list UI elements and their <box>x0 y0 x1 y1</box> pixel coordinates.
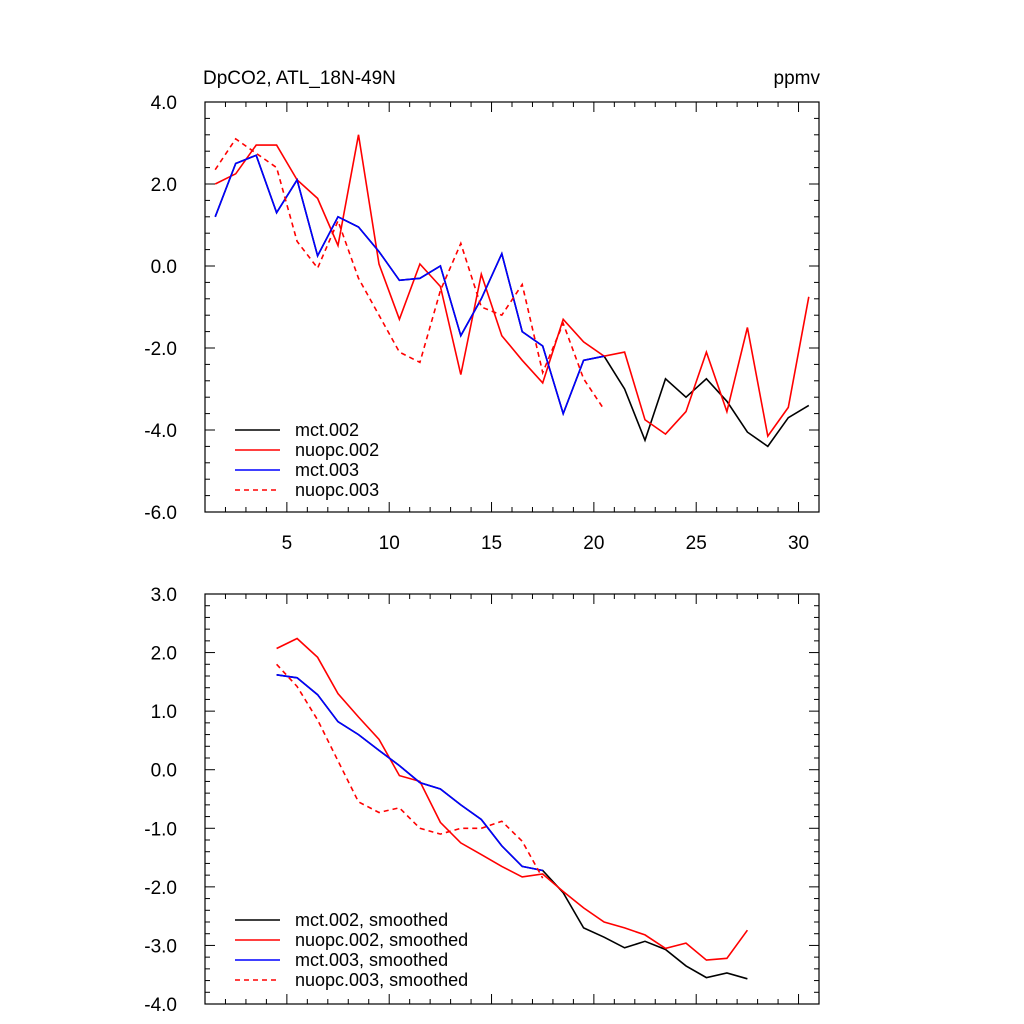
series-line-nuopc-002 <box>214 134 810 439</box>
chart-title: DpCO2, ATL_18N-49N <box>203 68 396 89</box>
top-series-lines <box>214 134 810 448</box>
series-line-nuopc-002-smoothed <box>276 637 749 961</box>
y-tick-label: 2.0 <box>151 644 177 665</box>
bottom-axis-ticks: -4.0 -3.0 -2.0 -1.0 0.0 1.0 2.0 3.0 <box>144 585 820 1016</box>
y-tick-label: -2.0 <box>144 878 177 899</box>
top-chart-panel: DpCO2, ATL_18N-49N ppmv 5 10 15 20 25 30 -6.0 -… <box>144 68 820 554</box>
legend-label: mct.002, smoothed <box>295 910 448 930</box>
y-tick-label: 4.0 <box>151 93 177 114</box>
legend-label: mct.002 <box>295 420 359 440</box>
y-tick-label: 3.0 <box>151 585 177 606</box>
legend-label: mct.003, smoothed <box>295 950 448 970</box>
legend-label: nuopc.002 <box>295 440 379 460</box>
x-tick-label: 5 <box>282 533 293 554</box>
y-tick-label: -4.0 <box>144 995 177 1016</box>
top-axis-ticks: 5 10 15 20 25 30 -6.0 -4.0 -2.0 0.0 2.0 4.0 <box>144 93 820 554</box>
series-line-nuopc-003 <box>214 137 605 410</box>
x-tick-label: 15 <box>481 533 502 554</box>
bottom-series-lines <box>276 637 749 980</box>
y-tick-label: -3.0 <box>144 936 177 957</box>
bottom-chart-panel: -4.0 -3.0 -2.0 -1.0 0.0 1.0 2.0 3.0 mct.002, sm… <box>144 585 820 1016</box>
legend-label: nuopc.003 <box>295 480 379 500</box>
series-line-mct-003 <box>214 154 605 417</box>
y-tick-label: 0.0 <box>151 761 177 782</box>
x-tick-label: 25 <box>686 533 707 554</box>
x-tick-label: 20 <box>583 533 604 554</box>
y-tick-label: 0.0 <box>151 257 177 278</box>
y-tick-label: 2.0 <box>151 175 177 196</box>
legend-label: nuopc.002, smoothed <box>295 930 468 950</box>
legend-label: nuopc.003, smoothed <box>295 970 468 990</box>
y-tick-label: -2.0 <box>144 339 177 360</box>
y-tick-label: -6.0 <box>144 503 177 524</box>
legend-label: mct.003 <box>295 460 359 480</box>
series-line-mct-003-smoothed <box>276 674 543 872</box>
y-tick-label: -1.0 <box>144 819 177 840</box>
y-tick-label: -4.0 <box>144 421 177 442</box>
series-line-nuopc-003-smoothed <box>276 663 544 879</box>
x-tick-label: 10 <box>379 533 400 554</box>
units-label: ppmv <box>774 68 821 89</box>
y-tick-label: 1.0 <box>151 702 177 723</box>
x-tick-label: 30 <box>788 533 809 554</box>
